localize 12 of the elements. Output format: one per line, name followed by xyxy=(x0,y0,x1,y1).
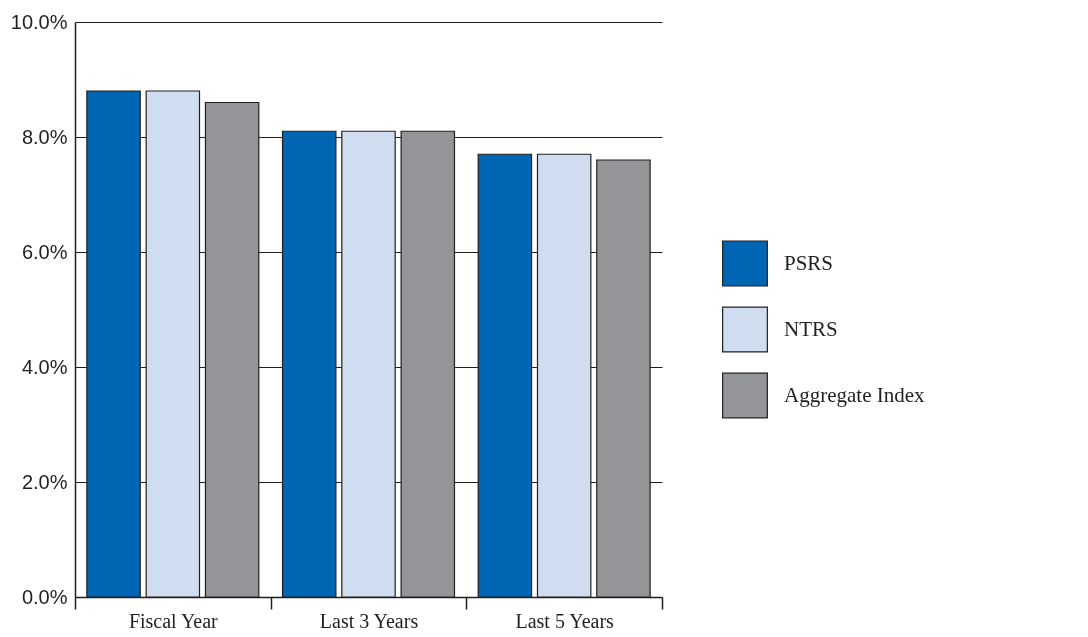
legend-label: NTRS xyxy=(784,316,838,341)
legend-label: Aggregate Index xyxy=(784,382,926,407)
y-tick-label: 10.0% xyxy=(10,10,68,33)
x-tick-label: Last 3 Years xyxy=(319,609,419,632)
y-tick-label: 8.0% xyxy=(21,125,68,148)
y-tick-label: 2.0% xyxy=(21,470,68,493)
y-tick-label: 6.0% xyxy=(21,240,68,263)
x-tick-label: Fiscal Year xyxy=(128,609,219,632)
y-tick-label: 4.0% xyxy=(21,355,68,378)
legend-label: PSRS xyxy=(784,250,834,275)
x-tick-label: Last 5 Years xyxy=(515,609,615,632)
y-tick-label: 0.0% xyxy=(21,585,68,608)
